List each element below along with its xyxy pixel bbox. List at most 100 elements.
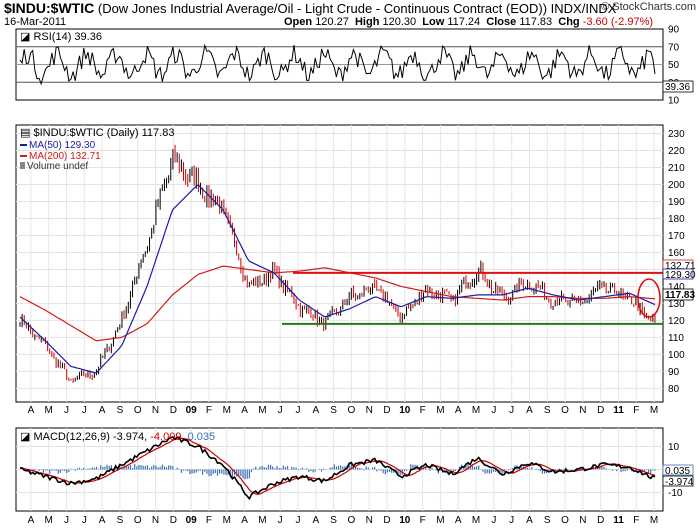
x-tick-label: J: [64, 515, 69, 526]
x-tick-label: A: [241, 515, 248, 526]
x-tick-label: M: [472, 405, 480, 416]
price-tick-label: 120: [668, 316, 685, 327]
price-tick-label: 90: [668, 367, 680, 378]
legend-main: ▤ $INDU:$WTIC (Daily) 117.83: [20, 127, 174, 139]
x-tick-label: 10: [399, 515, 411, 526]
x-tick-label: A: [28, 515, 35, 526]
x-tick-label: M: [223, 405, 231, 416]
x-tick-label: N: [579, 515, 586, 526]
brand-logo: © StockCharts.com: [601, 1, 696, 13]
price-tick-label: 220: [668, 146, 685, 157]
close-value-label: 117.83: [665, 290, 695, 301]
x-tick-label: J: [295, 405, 300, 416]
x-tick-label: F: [633, 515, 639, 526]
ohlc-summary: Open 120.27 High 120.30 Low 117.24 Close…: [284, 16, 653, 28]
x-tick-label: M: [223, 515, 231, 526]
x-tick-label: 09: [186, 515, 198, 526]
rsi-legend-label: RSI(14) 39.36: [33, 31, 101, 43]
close-label: Close: [486, 16, 517, 28]
macd-line: [19, 436, 656, 501]
open-value: 120.27: [315, 16, 349, 28]
macd-tick-label: -10: [668, 488, 683, 499]
x-tick-label: D: [170, 405, 177, 416]
macd-legend-hist: 0.035: [188, 431, 216, 443]
legend-volume: Volume undef: [27, 161, 88, 172]
x-tick-label: O: [134, 515, 142, 526]
price-tick-label: 200: [668, 180, 685, 191]
price-tick-label: 160: [668, 248, 685, 259]
x-tick-label: O: [561, 405, 569, 416]
macd-value-box: [662, 475, 694, 487]
price-tick-label: 230: [668, 129, 685, 140]
low-label: Low: [422, 16, 445, 28]
x-tick-label: N: [366, 405, 373, 416]
symbol-description: (Dow Jones Industrial Average/Oil - Ligh…: [97, 1, 548, 16]
x-tick-label: M: [436, 405, 444, 416]
open-label: Open: [284, 16, 313, 28]
x-tick-label: J: [509, 405, 514, 416]
x-tick-label: F: [206, 515, 212, 526]
chg-value: -3.60 (-2.97%): [582, 16, 654, 28]
chart-title: $INDU:$WTIC (Dow Jones Industrial Averag…: [4, 0, 616, 16]
x-tick-label: A: [312, 405, 319, 416]
x-tick-label: A: [455, 515, 462, 526]
legend-ma50: MA(50) 129.30: [29, 140, 96, 151]
x-tick-label: A: [526, 405, 533, 416]
x-tick-label: A: [99, 405, 106, 416]
x-tick-label: A: [526, 515, 533, 526]
rsi-tick-label: 50: [668, 60, 680, 71]
x-tick-label: 09: [186, 405, 198, 416]
price-tick-label: 180: [668, 214, 685, 225]
x-tick-label: F: [420, 515, 426, 526]
rsi-line: [19, 43, 656, 86]
x-tick-label: A: [241, 405, 248, 416]
x-tick-label: D: [383, 515, 390, 526]
price-tick-label: 80: [668, 384, 680, 395]
macd-hist-box: [662, 464, 694, 476]
rsi-tick-label: 90: [668, 25, 680, 36]
x-tick-label: F: [206, 405, 212, 416]
x-tick-label: 11: [613, 515, 624, 526]
macd-hist-label: 0.035: [665, 466, 690, 477]
price-legend: ▤ $INDU:$WTIC (Daily) 117.83 MA(50) 129.…: [20, 127, 174, 172]
x-tick-label: J: [278, 515, 283, 526]
price-tick-label: 210: [668, 163, 685, 174]
macd-legend-prefix: MACD(12,26,9): [33, 431, 112, 443]
x-tick-label: O: [134, 405, 142, 416]
price-tick-label: 110: [668, 333, 684, 344]
x-tick-label: N: [152, 515, 159, 526]
macd-legend-signal: -4.009: [150, 431, 181, 443]
rsi-current-box: [662, 80, 694, 93]
macd-value-label: -3.974: [665, 477, 694, 488]
macd-legend: ◪ MACD(12,26,9) -3.974, -4.009, 0.035: [20, 431, 215, 443]
price-panel: [15, 124, 664, 403]
x-tick-label: J: [82, 515, 87, 526]
price-tick-label: 100: [668, 350, 685, 361]
x-tick-label: S: [544, 515, 551, 526]
x-tick-label: S: [544, 405, 551, 416]
x-tick-label: J: [491, 515, 496, 526]
x-tick-label: N: [579, 405, 586, 416]
price-tick-label: 170: [668, 231, 685, 242]
x-tick-label: J: [491, 405, 496, 416]
macd-legend-macd: -3.974: [113, 431, 144, 443]
legend-volume-swatch: [20, 162, 25, 169]
x-tick-label: A: [312, 515, 319, 526]
ma50-line: [19, 184, 656, 374]
chg-label: Chg: [558, 16, 580, 28]
x-tick-label: O: [348, 405, 356, 416]
x-tick-label: D: [597, 405, 604, 416]
ma50-value-label: 129.30: [665, 270, 696, 281]
x-tick-label: J: [64, 405, 69, 416]
rsi-legend: ◪ RSI(14) 39.36: [20, 31, 102, 43]
exchange: INDX/INDX: [550, 1, 617, 16]
symbol: $INDU:$WTIC: [4, 0, 95, 16]
x-tick-label: M: [45, 515, 53, 526]
x-tick-label: A: [455, 405, 462, 416]
x-tick-label: J: [82, 405, 87, 416]
rsi-tick-label: 70: [668, 42, 680, 53]
x-tick-label: D: [383, 405, 390, 416]
x-tick-label: S: [330, 515, 337, 526]
x-tick-label: M: [436, 515, 444, 526]
x-tick-label: A: [99, 515, 106, 526]
